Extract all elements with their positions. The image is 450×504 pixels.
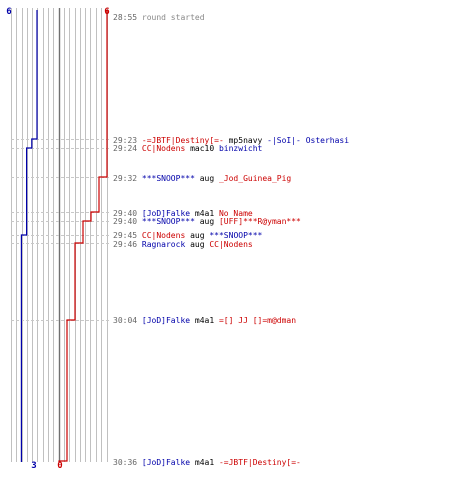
event-player: [JoD]Falke — [142, 458, 190, 467]
event-info: round started — [142, 13, 205, 22]
event-time: 29:24 — [113, 144, 142, 153]
event-player: -=JBTF|Destiny[=- — [142, 136, 224, 145]
top-blue-count: 6 — [6, 7, 11, 17]
event-row: 28:55 round started — [113, 13, 205, 22]
event-player: [UFF]***R@yman*** — [219, 217, 301, 226]
event-weapon: aug — [195, 174, 219, 183]
event-time: 29:23 — [113, 136, 142, 145]
event-time: 29:40 — [113, 217, 142, 226]
event-player: -|SoI|- Osterhasi — [267, 136, 349, 145]
event-player: CC|Nodens — [142, 144, 186, 153]
event-weapon: aug — [185, 240, 209, 249]
event-time: 30:04 — [113, 316, 142, 325]
event-weapon: mp5navy — [224, 136, 267, 145]
event-weapon: mac10 — [185, 144, 219, 153]
event-time: 30:36 — [113, 458, 142, 467]
bottom-red-count: 0 — [57, 461, 62, 471]
event-row: 29:40 ***SNOOP*** aug [UFF]***R@yman*** — [113, 217, 301, 226]
event-weapon: aug — [195, 217, 219, 226]
event-row: 30:36 [JoD]Falke m4a1 -=JBTF|Destiny[=- — [113, 458, 301, 467]
event-player: CC|Nodens — [209, 240, 253, 249]
event-player: =[] JJ []=m@dman — [219, 316, 296, 325]
blue-team-alive-line — [20, 10, 38, 462]
red-team-alive-line — [58, 10, 108, 462]
bottom-blue-count: 3 — [31, 461, 36, 471]
event-row: 29:45 CC|Nodens aug ***SNOOP*** — [113, 231, 263, 240]
event-player: Ragnarock — [142, 240, 186, 249]
event-time: 28:55 — [113, 13, 142, 22]
event-row: 30:04 [JoD]Falke m4a1 =[] JJ []=m@dman — [113, 316, 296, 325]
event-weapon: m4a1 — [190, 458, 219, 467]
event-row: 29:40 [JoD]Falke m4a1 No Name — [113, 209, 253, 218]
event-player: _Jod_Guinea_Pig — [219, 174, 291, 183]
top-red-count: 6 — [104, 7, 109, 17]
event-weapon: m4a1 — [190, 209, 219, 218]
event-time: 29:45 — [113, 231, 142, 240]
event-player: ***SNOOP*** — [142, 217, 195, 226]
event-row: 29:46 Ragnarock aug CC|Nodens — [113, 240, 253, 249]
event-player: ***SNOOP*** — [209, 231, 262, 240]
event-time: 29:32 — [113, 174, 142, 183]
event-row: 29:23 -=JBTF|Destiny[=- mp5navy -|SoI|- … — [113, 136, 349, 145]
event-player: binzwicht — [219, 144, 263, 153]
event-weapon: aug — [185, 231, 209, 240]
event-time: 29:40 — [113, 209, 142, 218]
event-weapon: m4a1 — [190, 316, 219, 325]
event-player: [JoD]Falke — [142, 316, 190, 325]
event-player: [JoD]Falke — [142, 209, 190, 218]
event-player: ***SNOOP*** — [142, 174, 195, 183]
event-player: -=JBTF|Destiny[=- — [219, 458, 301, 467]
event-time: 29:46 — [113, 240, 142, 249]
event-player: No Name — [219, 209, 253, 218]
event-player: CC|Nodens — [142, 231, 186, 240]
event-row: 29:32 ***SNOOP*** aug _Jod_Guinea_Pig — [113, 174, 291, 183]
event-row: 29:24 CC|Nodens mac10 binzwicht — [113, 144, 263, 153]
